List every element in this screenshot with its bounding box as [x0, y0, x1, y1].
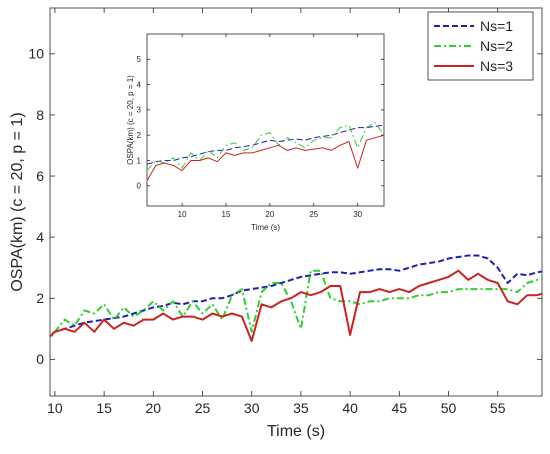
main-y-axis-label: OSPA(km) (c = 20, p = 1)	[9, 112, 26, 291]
inset-y-tick-label: 5	[137, 55, 142, 64]
inset-chart: 10 15 20 25 30 0 1 2 3 4 5 Time (s) OSPA(km) (c = 20…	[126, 33, 385, 232]
main-x-tick-label: 35	[293, 400, 309, 416]
inset-y-tick-label: 0	[137, 182, 142, 191]
inset-y-tick-label: 3	[137, 106, 142, 115]
main-y-tick-label: 0	[36, 351, 44, 367]
main-x-tick-label: 20	[146, 400, 162, 416]
main-series-line-ns-2	[50, 269, 542, 340]
main-x-tick-label: 30	[244, 400, 260, 416]
inset-x-tick-label: 25	[309, 210, 318, 219]
inset-x-tick-label: 20	[265, 210, 274, 219]
main-y-tick-label: 8	[36, 107, 44, 123]
legend-label: Ns=3	[480, 58, 513, 74]
main-x-tick-label: 10	[47, 400, 63, 416]
inset-x-tick-label: 10	[178, 210, 187, 219]
inset-y-tick-label: 1	[137, 156, 142, 165]
main-y-tick-label: 6	[36, 168, 44, 184]
inset-y-tick-label: 4	[137, 80, 142, 89]
main-y-tick-label: 2	[36, 290, 44, 306]
main-series-line-ns-3	[50, 269, 542, 342]
inset-series-line-ns-1	[147, 124, 384, 165]
legend-label: Ns=1	[480, 18, 513, 34]
inset-plot-area	[146, 33, 385, 207]
main-x-tick-label: 50	[441, 400, 457, 416]
inset-y-tick-label: 2	[137, 131, 142, 140]
main-x-tick-label: 45	[392, 400, 408, 416]
inset-series-line-ns-3	[147, 134, 384, 181]
inset-x-axis-label: Time (s)	[251, 223, 280, 232]
main-x-tick-label: 25	[195, 400, 211, 416]
main-x-tick-label: 55	[490, 400, 506, 416]
inset-y-axis-label: OSPA(km) (c = 20, p = 1)	[126, 75, 135, 165]
main-y-tick-label: 4	[36, 229, 44, 245]
inset-x-tick-label: 15	[222, 210, 231, 219]
main-x-axis-label: Time (s)	[267, 423, 325, 440]
main-x-tick-label: 40	[342, 400, 358, 416]
inset-x-tick-label: 30	[353, 210, 362, 219]
legend-label: Ns=2	[480, 38, 513, 54]
main-y-tick-label: 10	[28, 46, 44, 62]
main-x-tick-label: 15	[96, 400, 112, 416]
inset-series-line-ns-2	[147, 122, 384, 171]
